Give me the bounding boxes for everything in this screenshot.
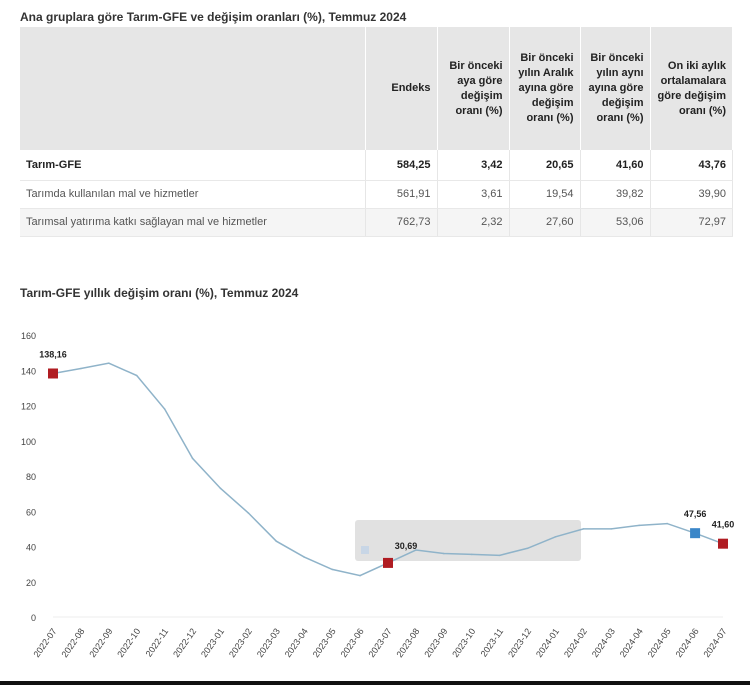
cell-value: 72,97 [650,208,733,237]
highlight-marker [718,538,728,549]
data-label: 138,16 [39,349,67,359]
x-tick-label: 2024-02 [562,626,589,659]
x-tick-label: 2023-10 [450,626,477,659]
highlight-marker [383,557,393,568]
data-point [191,457,194,460]
x-tick-label: 2023-01 [199,626,226,659]
chart-title: Tarım-GFE yıllık değişim oranı (%), Temm… [20,286,299,300]
x-tick-label: 2024-06 [674,626,701,659]
x-tick-label: 2023-03 [255,626,282,659]
data-point [219,487,222,490]
table-header-row: Endeks Bir önceki aya göre değişim oranı… [20,27,733,150]
data-point [303,556,306,558]
header-twelve-month-avg: On iki aylık ortalamalara göre değişim o… [650,27,733,150]
cell-value: 43,76 [650,150,733,181]
x-tick-label: 2023-12 [506,626,533,659]
data-point [582,528,585,530]
data-point [666,522,668,525]
row-label: Tarımda kullanılan mal ve hizmetler [20,180,366,209]
data-point [638,524,641,527]
y-tick-label: 160 [21,331,36,341]
data-point [163,408,166,410]
highlight-marker [690,528,701,539]
x-tick-label: 2023-08 [394,626,421,659]
header-december: Bir önceki yılın Aralık ayına göre değiş… [509,27,581,150]
cell-value: 3,61 [437,180,510,209]
cell-value: 762,73 [365,208,438,237]
cell-value: 53,06 [580,208,651,237]
x-tick-label: 2023-02 [227,626,254,659]
cell-value: 20,65 [509,150,581,181]
y-tick-label: 60 [26,507,36,517]
data-point [526,547,529,550]
data-point [359,574,361,577]
cell-value: 39,90 [650,180,733,209]
x-tick-label: 2022-12 [171,626,198,659]
data-point [610,528,613,530]
data-table: Endeks Bir önceki aya göre değişim oranı… [20,27,733,237]
data-point [554,536,557,538]
x-tick-label: 2022-09 [87,626,114,659]
x-tick-label: 2023-11 [479,626,506,658]
x-tick-label: 2024-03 [590,626,617,659]
data-point [443,552,445,555]
tooltip-marker [361,546,369,554]
tooltip-box [355,520,581,561]
y-tick-label: 140 [21,366,36,376]
x-tick-label: 2022-11 [144,626,171,658]
y-tick-label: 40 [26,543,36,553]
x-tick-label: 2022-08 [59,626,86,659]
y-tick-label: 80 [26,472,36,482]
x-tick-label: 2023-05 [311,626,338,659]
data-point [247,512,250,514]
table-row: Tarımda kullanılan mal ve hizmetler 561,9… [20,180,733,209]
data-point [331,568,333,571]
x-tick-label: 2024-07 [702,626,729,659]
x-tick-label: 2023-09 [422,626,449,659]
table-row: Tarımsal yatırıma katkı sağlayan mal ve … [20,208,733,237]
y-tick-label: 20 [26,578,36,588]
bottom-bar [0,681,750,685]
cell-value: 584,25 [365,150,438,181]
x-tick-label: 2023-07 [367,626,394,659]
cell-value: 2,32 [437,208,510,237]
data-point [498,554,501,557]
highlight-marker [48,368,58,379]
cell-value: 561,91 [365,180,438,209]
row-label: Tarım-GFE [20,150,366,181]
y-tick-label: 100 [21,437,36,447]
cell-value: 19,54 [509,180,581,209]
data-label: 47,56 [684,509,707,519]
table-row: Tarım-GFE 584,25 3,42 20,65 41,60 43,76 [20,150,733,181]
x-tick-label: 2023-04 [283,626,310,659]
table-title: Ana gruplara göre Tarım-GFE ve değişim o… [20,10,407,24]
data-point [135,374,138,377]
header-monthly: Bir önceki aya göre değişim oranı (%) [437,27,510,150]
cell-value: 39,82 [580,180,651,209]
data-label: 41,60 [712,520,735,530]
row-label: Tarımsal yatırıma katkı sağlayan mal ve … [20,208,366,237]
data-point [470,553,473,556]
x-tick-label: 2022-07 [32,626,59,659]
header-annual: Bir önceki yılın aynı ayına göre değişim… [580,27,651,150]
x-tick-label: 2024-04 [618,626,645,659]
y-tick-label: 120 [21,402,36,412]
data-point [275,540,278,543]
cell-value: 3,42 [437,150,510,181]
x-tick-label: 2024-05 [646,626,673,659]
data-point [108,362,110,364]
x-tick-label: 2022-10 [115,626,142,659]
cell-value: 27,60 [509,208,581,237]
data-label: 30,69 [395,541,418,551]
data-point [415,549,417,551]
header-name [20,27,366,150]
data-point [80,367,82,370]
header-endeks: Endeks [365,27,438,150]
cell-value: 41,60 [580,150,651,181]
x-tick-label: 2024-01 [534,626,561,659]
y-tick-label: 0 [31,613,36,623]
x-tick-label: 2023-06 [339,626,366,659]
